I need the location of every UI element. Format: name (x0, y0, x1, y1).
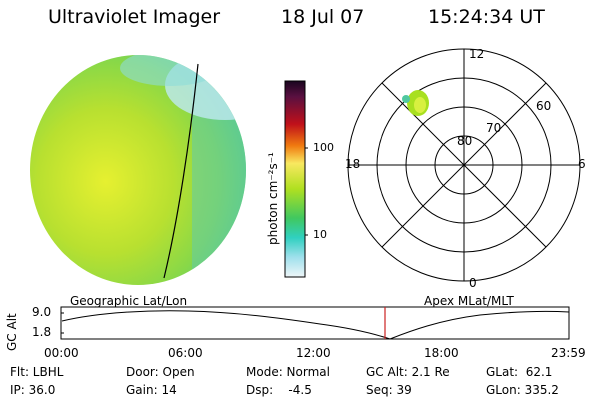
info-ip: IP: 36.0 (10, 383, 56, 397)
info-dsp: Dsp: -4.5 (246, 383, 312, 397)
terminator-line (163, 63, 199, 279)
earth-disk-image (30, 55, 246, 285)
info-gain: Gain: 14 (126, 383, 177, 397)
timeline-plot (60, 306, 570, 340)
info-flt: Flt: LBHL (10, 365, 64, 379)
polar-lat-60: 60 (536, 99, 552, 113)
polar-mlt-12: 12 (469, 47, 485, 61)
app-title: Ultraviolet Imager (48, 6, 221, 28)
polar-mlt-18: 18 (345, 157, 361, 171)
altitude-curve (61, 310, 570, 340)
polar-lat-80: 80 (457, 134, 473, 148)
colorbar-tick-10: 10 (313, 228, 327, 241)
info-glat: GLat: 62.1 (486, 365, 553, 379)
timeline-left-title: Geographic Lat/Lon (70, 294, 188, 308)
info-seq: Seq: 39 (366, 383, 412, 397)
timeline-x-tick-1800: 18:00 (424, 346, 459, 360)
timeline-right-title: Apex MLat/MLT (424, 294, 514, 308)
polar-plot (347, 48, 581, 282)
timeline-y-tick-1-8: 1.8 (32, 325, 52, 339)
timeline-x-tick-2359: 23:59 (551, 346, 586, 360)
colorbar-unit-label: photon cm⁻²s⁻¹ (266, 152, 280, 245)
info-gc-alt: GC Alt: 2.1 Re (366, 365, 450, 379)
polar-mlt-0: 0 (469, 276, 477, 290)
info-door: Door: Open (126, 365, 195, 379)
polar-lat-70: 70 (486, 121, 502, 135)
timeline-y-label: GC Alt (5, 313, 19, 351)
timeline-x-tick-0000: 00:00 (44, 346, 79, 360)
timeline-x-tick-1200: 12:00 (296, 346, 331, 360)
colorbar-tick-100: 100 (313, 141, 334, 154)
time-label: 15:24:34 UT (428, 6, 545, 28)
timeline-y-tick-9: 9.0 (32, 305, 52, 319)
info-mode: Mode: Normal (246, 365, 330, 379)
polar-mlt-6: 6 (578, 157, 586, 171)
info-glon: GLon: 335.2 (486, 383, 559, 397)
timeline-x-tick-0600: 06:00 (168, 346, 203, 360)
date-label: 18 Jul 07 (281, 6, 365, 28)
colorbar (284, 80, 308, 278)
